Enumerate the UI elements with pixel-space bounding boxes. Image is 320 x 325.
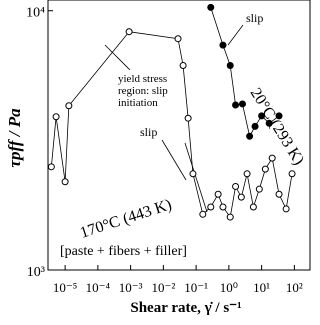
x-axis-title: Shear rate, γ̇ / s⁻¹ [130, 300, 241, 316]
data-point [238, 100, 246, 108]
data-point [219, 203, 227, 211]
data-point [246, 132, 254, 140]
annotation: slip [246, 11, 263, 25]
data-point [65, 102, 73, 110]
x-tick-label: 10⁻⁵ [53, 280, 77, 295]
y-tick-label: 10³ [27, 265, 45, 280]
data-point [226, 61, 234, 69]
data-point [255, 185, 263, 193]
annotation: slip [140, 125, 157, 139]
x-tick-label: 10⁻² [151, 280, 175, 295]
data-point [219, 41, 227, 49]
data-point [226, 213, 234, 221]
data-point [125, 28, 133, 36]
y-axis-title: τpff / Pa [5, 108, 24, 168]
x-tick-label: 10⁻⁴ [86, 280, 111, 295]
x-tick-label: 10⁻³ [119, 280, 143, 295]
data-point [207, 3, 215, 11]
data-point [258, 112, 266, 120]
annotation: initiation [118, 97, 158, 109]
data-point [232, 101, 240, 109]
annotation: region: slip [118, 85, 168, 97]
data-point [232, 182, 240, 190]
data-point [243, 170, 251, 178]
plot-frame [47, 0, 311, 271]
annotation: yield stress [118, 73, 167, 85]
data-point [282, 205, 290, 213]
series-line [210, 7, 280, 138]
data-point [214, 190, 222, 198]
data-point [184, 114, 192, 122]
x-tick-label: 10⁰ [220, 280, 238, 295]
data-point [249, 203, 257, 211]
x-tick-label: 10¹ [253, 280, 270, 295]
data-point [47, 163, 55, 171]
data-point [265, 119, 273, 127]
data-point [52, 113, 60, 121]
data-point [189, 170, 197, 178]
data-point [288, 170, 296, 178]
data-point [237, 193, 245, 201]
data-point [179, 61, 187, 69]
data-point [199, 210, 207, 218]
data-point [174, 35, 182, 43]
data-point [275, 190, 283, 198]
x-tick-label: 10² [286, 280, 303, 295]
data-point [207, 203, 215, 211]
annotation: [paste + fibers + filler] [60, 244, 187, 259]
data-point [261, 165, 269, 173]
y-tick-label: 10⁴ [26, 6, 45, 21]
data-point [268, 154, 276, 162]
data-point [61, 178, 69, 186]
data-point [275, 112, 283, 120]
data-point [251, 122, 259, 130]
series-label: 170°C (443 K) [78, 196, 174, 242]
annotation-arrows [104, 24, 244, 213]
x-tick-label: 10⁻¹ [184, 280, 208, 295]
